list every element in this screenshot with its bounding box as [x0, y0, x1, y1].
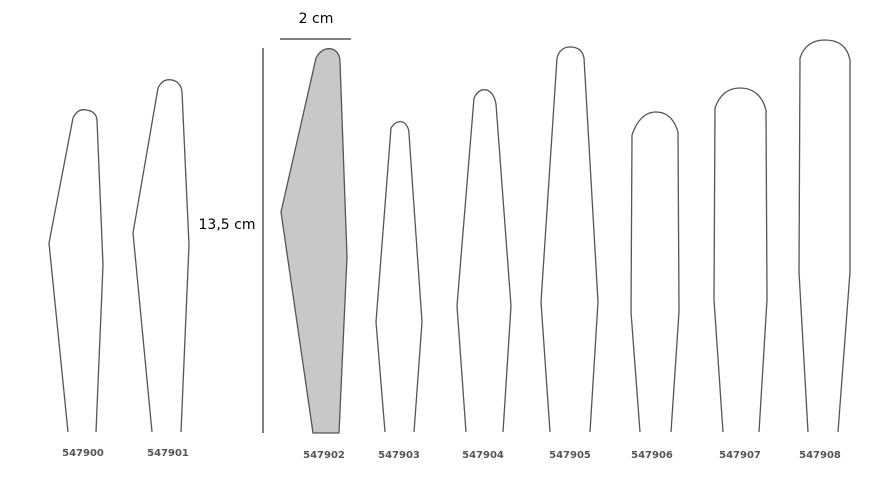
item-code: 547904	[462, 450, 504, 461]
width-label: 2 cm	[299, 11, 334, 27]
item-code: 547901	[147, 448, 189, 459]
item-code: 547905	[549, 450, 591, 461]
blade	[375, 120, 423, 433]
item-code: 547900	[62, 448, 104, 459]
item-code: 547902	[303, 450, 345, 461]
height-label: 13,5 cm	[199, 217, 256, 233]
item-code: 547908	[799, 450, 841, 461]
blade	[132, 79, 190, 433]
item-code: 547906	[631, 450, 673, 461]
blade	[630, 111, 680, 433]
blade	[713, 87, 768, 433]
blade	[456, 89, 512, 433]
blade	[280, 48, 348, 434]
blade	[48, 109, 104, 433]
item-code: 547907	[719, 450, 761, 461]
item-code: 547903	[378, 450, 420, 461]
blade	[540, 46, 599, 433]
blade	[798, 39, 851, 433]
